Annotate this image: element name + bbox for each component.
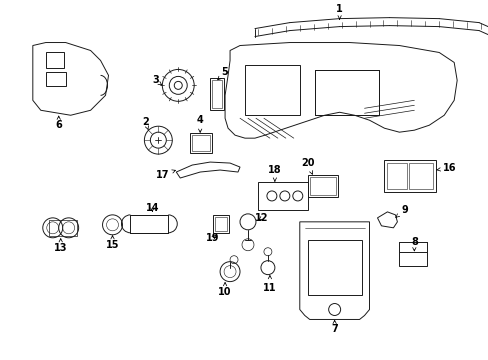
Text: 5: 5 bbox=[217, 67, 228, 80]
Bar bbox=[309, 177, 335, 195]
Text: 14: 14 bbox=[145, 203, 159, 213]
Text: 8: 8 bbox=[410, 237, 417, 251]
Text: 7: 7 bbox=[330, 320, 337, 334]
Text: 12: 12 bbox=[255, 213, 268, 223]
Bar bbox=[244, 66, 299, 115]
Text: 6: 6 bbox=[55, 116, 62, 130]
Text: 9: 9 bbox=[395, 205, 407, 217]
Bar bbox=[46, 53, 63, 68]
Text: 3: 3 bbox=[152, 75, 162, 85]
Bar bbox=[192, 135, 210, 151]
Bar bbox=[130, 215, 168, 233]
Bar bbox=[408, 163, 432, 189]
Bar bbox=[215, 217, 226, 231]
Bar bbox=[190, 133, 212, 153]
Text: 17: 17 bbox=[155, 170, 175, 180]
Bar bbox=[258, 182, 307, 210]
Text: 19: 19 bbox=[206, 233, 220, 243]
Text: 2: 2 bbox=[142, 117, 148, 130]
Text: 1: 1 bbox=[336, 4, 342, 19]
Text: 15: 15 bbox=[105, 236, 119, 250]
Text: 13: 13 bbox=[54, 239, 67, 253]
Bar bbox=[49, 220, 77, 236]
Text: 18: 18 bbox=[267, 165, 281, 181]
Text: 11: 11 bbox=[263, 275, 276, 293]
Text: 16: 16 bbox=[436, 163, 455, 173]
Bar bbox=[307, 175, 337, 197]
Bar bbox=[46, 72, 65, 86]
Text: 20: 20 bbox=[301, 158, 314, 174]
Text: 4: 4 bbox=[196, 115, 203, 132]
Bar bbox=[314, 71, 379, 115]
Bar bbox=[399, 252, 427, 266]
Bar bbox=[213, 215, 228, 233]
Bar bbox=[384, 160, 435, 192]
Text: 10: 10 bbox=[218, 283, 231, 297]
Bar bbox=[307, 240, 361, 294]
Bar bbox=[386, 163, 407, 189]
Bar bbox=[210, 78, 224, 110]
Bar bbox=[314, 71, 379, 115]
Bar bbox=[212, 80, 222, 108]
